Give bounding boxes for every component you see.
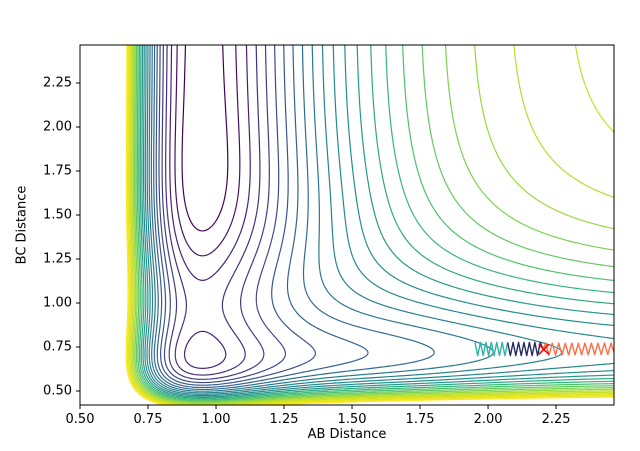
y-tick-label: 0.75	[43, 339, 72, 355]
y-tick-label: 2.25	[43, 75, 72, 91]
x-tick-label: 2.25	[541, 412, 571, 427]
x-tick-label: 1.75	[405, 412, 435, 427]
y-tick-label: 2.00	[43, 119, 72, 135]
y-tick-label: 1.50	[43, 207, 72, 223]
x-tick-label: 0.50	[65, 412, 95, 427]
x-tick-label: 1.50	[337, 412, 367, 427]
x-tick-label: 0.75	[133, 412, 163, 427]
x-tick-label: 1.25	[269, 412, 299, 427]
y-tick-label: 1.00	[43, 295, 72, 311]
x-axis-label: AB Distance	[307, 427, 387, 442]
x-tick-label: 2.00	[473, 412, 503, 427]
y-axis-label: BC Distance	[14, 185, 30, 265]
x-tick-label: 1.00	[201, 412, 231, 427]
y-tick-label: 1.25	[43, 251, 72, 267]
y-tick-label: 1.75	[43, 163, 72, 179]
y-tick-label: 0.50	[43, 383, 72, 399]
